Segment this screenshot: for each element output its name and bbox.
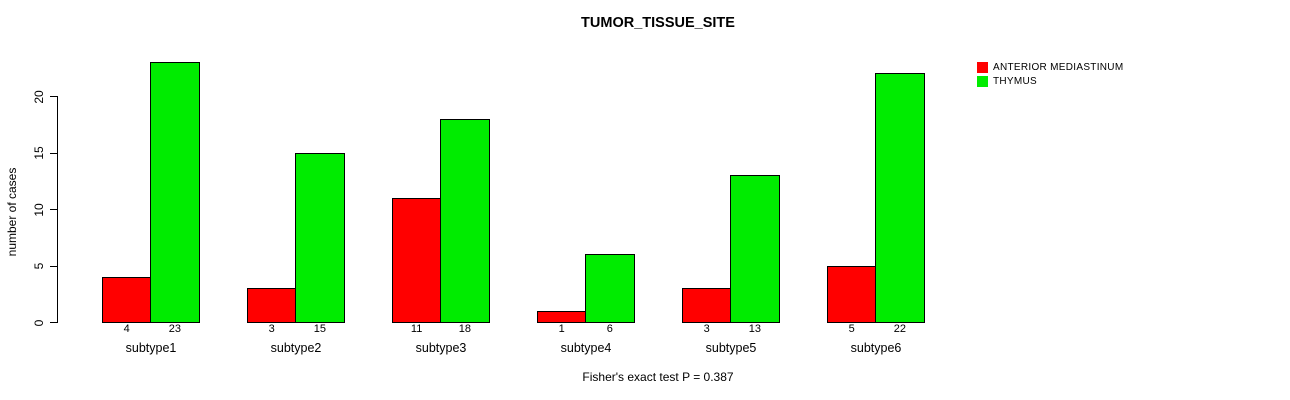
bar-series1-subtype4 — [537, 310, 586, 323]
y-axis-tick-label: 15 — [32, 146, 46, 160]
bar-value-label: 3 — [703, 323, 710, 335]
bar-series2-subtype3 — [440, 118, 490, 323]
y-axis-tick-label: 0 — [32, 319, 46, 326]
category-label-subtype5: subtype5 — [705, 341, 757, 355]
legend-label: ANTERIOR MEDIASTINUM — [993, 62, 1124, 74]
category-label-subtype1: subtype1 — [125, 341, 177, 355]
bar-value-label: 22 — [893, 323, 906, 335]
bar-series1-subtype6 — [827, 265, 876, 323]
y-axis-tick — [50, 152, 57, 154]
bar-series1-subtype5 — [682, 288, 731, 323]
bar-value-label: 18 — [458, 323, 471, 335]
y-axis-tick — [50, 322, 57, 323]
y-axis-tick — [50, 96, 57, 97]
bar-series2-subtype2 — [295, 152, 345, 323]
category-label-subtype2: subtype2 — [270, 341, 322, 355]
bar-value-label: 23 — [168, 323, 181, 335]
bar-value-label: 6 — [606, 323, 613, 335]
bar-value-label: 1 — [558, 323, 565, 335]
y-axis-tick — [50, 209, 57, 210]
fisher-test-annotation: Fisher's exact test P = 0.387 — [582, 370, 734, 384]
y-axis-title: number of cases — [5, 167, 19, 257]
bar-value-label: 3 — [268, 323, 275, 335]
legend-item: ANTERIOR MEDIASTINUM — [977, 61, 1123, 75]
category-label-subtype3: subtype3 — [415, 341, 467, 355]
legend-item: THYMUS — [977, 75, 1123, 89]
bar-series1-subtype3 — [392, 197, 441, 323]
legend-label: THYMUS — [993, 75, 1038, 87]
bar-value-label: 11 — [410, 323, 423, 335]
y-axis-tick-label: 20 — [32, 89, 46, 104]
bar-value-label: 5 — [848, 323, 855, 335]
legend-swatch-icon — [977, 62, 988, 74]
y-axis-tick-label: 5 — [32, 262, 46, 270]
bar-series1-subtype2 — [247, 288, 296, 323]
legend: ANTERIOR MEDIASTINUM THYMUS — [977, 61, 1123, 88]
y-axis-tick-label: 10 — [32, 202, 46, 217]
legend-swatch-icon — [977, 75, 988, 87]
bar-series2-subtype6 — [875, 73, 925, 323]
y-axis-tick — [50, 265, 57, 267]
bar-value-label: 15 — [313, 323, 326, 335]
bar-series2-subtype4 — [585, 254, 635, 323]
bar-value-label: 4 — [123, 323, 130, 335]
bar-value-label: 13 — [748, 323, 761, 335]
y-axis-line — [57, 96, 58, 323]
chart-title: TUMOR_TISSUE_SITE — [581, 15, 735, 31]
category-label-subtype6: subtype6 — [850, 341, 902, 355]
bar-series2-subtype1 — [150, 62, 200, 323]
bar-series1-subtype1 — [102, 276, 151, 323]
bar-series2-subtype5 — [730, 175, 780, 323]
category-label-subtype4: subtype4 — [560, 341, 612, 355]
